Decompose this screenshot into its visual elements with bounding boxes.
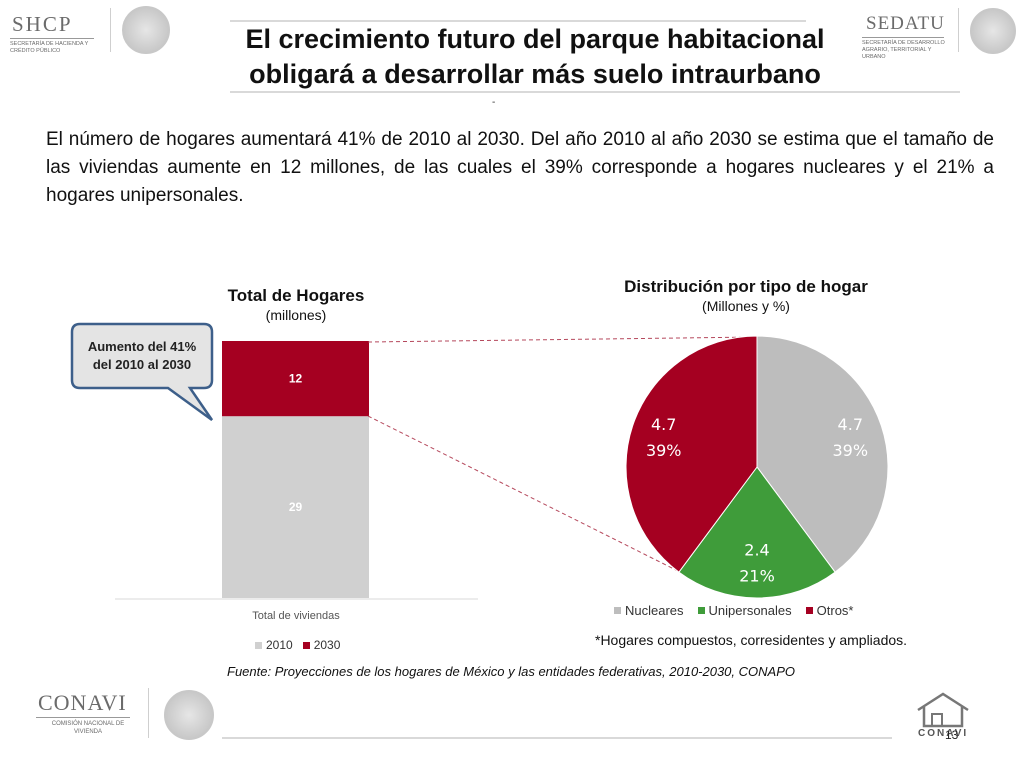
legend-swatch bbox=[805, 607, 813, 614]
sedatu-logo: SEDATU bbox=[866, 13, 945, 34]
pie-chart-title: Distribución por tipo de hogar bbox=[624, 277, 868, 296]
intro-paragraph: El número de hogares aumentará 41% de 20… bbox=[46, 129, 994, 206]
legend-swatch bbox=[697, 607, 705, 614]
legend-swatch bbox=[302, 641, 310, 649]
pie-slice-nucleares bbox=[756, 335, 889, 573]
logo-divider bbox=[110, 8, 111, 52]
shcp-subtitle: Secretaría de Hacienda y Crédito Público bbox=[10, 41, 89, 54]
bar-value-label: 29 bbox=[289, 500, 303, 514]
pie-percent-label: 21% bbox=[739, 566, 775, 585]
sedatu-logo-rule bbox=[862, 37, 944, 38]
pie-percent-label: 39% bbox=[646, 441, 682, 460]
page-number: 13 bbox=[945, 728, 959, 742]
legend-item-2030: 2030 bbox=[302, 638, 341, 652]
sedatu-subtitle: Secretaría de Desarrollo Agrario, Territ… bbox=[862, 40, 945, 60]
bar-legend: 2010 2030 bbox=[255, 638, 340, 652]
callout-bubble bbox=[70, 322, 214, 422]
page-title: El crecimiento futuro del parque habitac… bbox=[230, 22, 840, 92]
bar-series-group: 29 12 bbox=[222, 341, 369, 598]
legend-label: Otros* bbox=[816, 603, 854, 618]
shcp-logo: SHCP bbox=[12, 12, 73, 36]
legend-swatch bbox=[255, 641, 262, 649]
legend-item-unipersonales: Unipersonales bbox=[697, 603, 792, 618]
connector-line-bottom bbox=[367, 415, 681, 573]
bar-chart-title: Total de Hogares bbox=[227, 286, 365, 305]
legend-label: 2010 bbox=[266, 638, 293, 652]
conavi-wordmark: CONAVI bbox=[918, 728, 969, 739]
pie-legend: Nucleares Unipersonales Otros* bbox=[614, 603, 853, 618]
bar-2030 bbox=[222, 341, 369, 417]
mexico-seal-icon bbox=[164, 690, 214, 740]
pie-slice-otros bbox=[625, 335, 758, 573]
callout-line1: Aumento del 41% bbox=[87, 339, 197, 354]
logo-divider bbox=[148, 688, 149, 738]
source-citation: Fuente: Proyecciones de los hogares de M… bbox=[227, 664, 795, 679]
pie-series-group: 4.7 39% 2.4 21% 4.7 39% bbox=[625, 335, 889, 599]
page-title-line2: obligará a desarrollar más suelo intraur… bbox=[249, 59, 821, 89]
legend-label: Nucleares bbox=[625, 603, 684, 618]
pie-value-label: 4.7 bbox=[651, 415, 676, 434]
bar-value-label: 12 bbox=[289, 372, 303, 386]
conavi-subtitle: Comisión Nacional de Vivienda bbox=[51, 721, 125, 735]
pie-slice-unipersonales bbox=[678, 466, 836, 599]
bar-category-label: Total de viviendas bbox=[252, 610, 340, 622]
bar-chart-subtitle: (millones) bbox=[265, 307, 327, 323]
title-dash: - bbox=[492, 97, 496, 108]
logo-divider bbox=[958, 8, 959, 52]
pie-percent-label: 39% bbox=[832, 441, 868, 460]
callout-text: Aumento del 41% del 2010 al 2030 bbox=[78, 338, 206, 374]
mexico-seal-icon bbox=[122, 6, 170, 54]
mexico-seal-icon bbox=[970, 8, 1016, 54]
page-title-line1: El crecimiento futuro del parque habitac… bbox=[245, 24, 825, 54]
pie-chart-subtitle: (Millones y %) bbox=[702, 298, 790, 314]
title-bottom-rule bbox=[230, 91, 960, 93]
legend-item-otros: Otros* bbox=[805, 603, 854, 618]
pie-value-label: 2.4 bbox=[744, 540, 769, 559]
legend-item-nucleares: Nucleares bbox=[614, 603, 684, 618]
legend-item-2010: 2010 bbox=[255, 638, 293, 652]
shcp-logo-rule bbox=[10, 38, 94, 39]
pie-value-label: 4.7 bbox=[838, 415, 863, 434]
conavi-logo: CONAVI bbox=[38, 690, 127, 715]
footer-rule bbox=[222, 737, 892, 739]
callout-line2: del 2010 al 2030 bbox=[92, 357, 192, 372]
connector-line-top bbox=[367, 336, 758, 343]
conavi-logo-rule bbox=[36, 717, 130, 718]
legend-swatch bbox=[614, 607, 621, 614]
legend-label: 2030 bbox=[313, 638, 341, 652]
footnote: *Hogares compuestos, corresidentes y amp… bbox=[595, 632, 908, 648]
house-icon bbox=[917, 692, 969, 728]
title-top-rule bbox=[230, 20, 806, 22]
legend-label: Unipersonales bbox=[708, 603, 792, 618]
bar-2010 bbox=[222, 416, 369, 598]
